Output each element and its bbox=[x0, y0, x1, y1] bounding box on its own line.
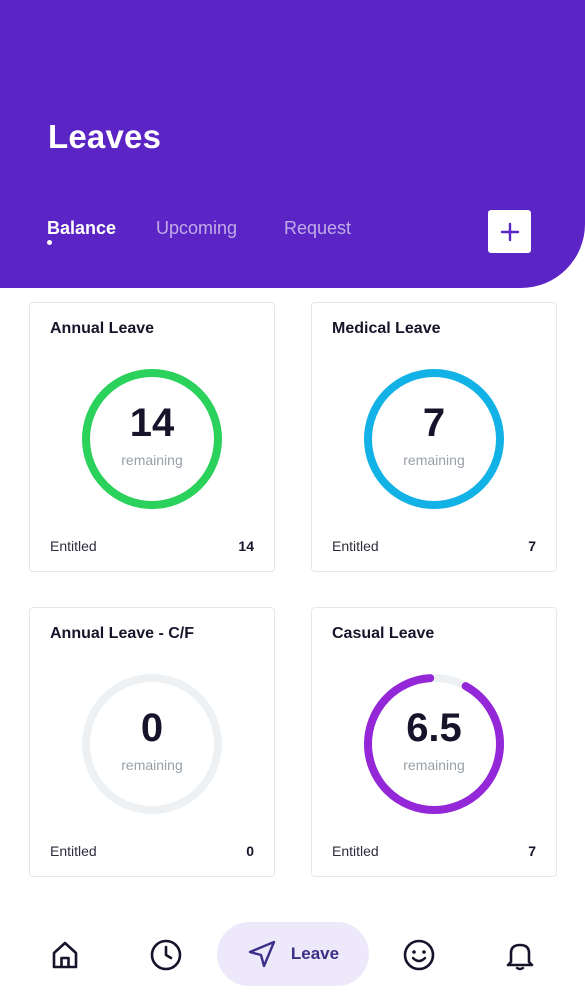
nav-leave-label: Leave bbox=[290, 944, 340, 963]
entitled-value: 14 bbox=[238, 538, 254, 554]
plus-icon bbox=[500, 222, 519, 241]
remaining-label: remaining bbox=[403, 452, 465, 468]
remaining-label: remaining bbox=[121, 452, 183, 468]
send-icon bbox=[248, 940, 276, 968]
leave-card-annual[interactable]: Annual Leave 14 remaining Entitled 14 bbox=[29, 302, 275, 572]
nav-leave[interactable]: Leave bbox=[217, 922, 369, 986]
nav-home[interactable] bbox=[45, 935, 85, 975]
card-title: Medical Leave bbox=[332, 320, 441, 337]
leave-card-annual-cf[interactable]: Annual Leave - C/F 0 remaining Entitled … bbox=[29, 607, 275, 877]
leave-card-casual[interactable]: Casual Leave 6.5 remaining Entitled 7 bbox=[311, 607, 557, 877]
entitled-value: 7 bbox=[528, 538, 536, 554]
tab-upcoming[interactable]: Upcoming bbox=[156, 218, 238, 238]
nav-mood[interactable] bbox=[399, 935, 439, 975]
card-title: Annual Leave - C/F bbox=[50, 625, 195, 642]
remaining-value: 0 bbox=[140, 706, 164, 750]
clock-icon bbox=[150, 939, 182, 971]
home-icon bbox=[52, 941, 78, 969]
page-title: Leaves bbox=[48, 118, 162, 155]
card-title: Annual Leave bbox=[50, 320, 155, 337]
active-tab-indicator bbox=[47, 240, 52, 245]
nav-notifications[interactable] bbox=[500, 935, 540, 975]
tab-balance[interactable]: Balance bbox=[47, 218, 117, 238]
remaining-value: 6.5 bbox=[406, 706, 462, 750]
add-leave-button[interactable] bbox=[488, 210, 531, 253]
tab-request[interactable]: Request bbox=[284, 218, 352, 238]
remaining-label: remaining bbox=[403, 757, 465, 773]
entitled-label: Entitled bbox=[332, 538, 379, 554]
header: Leaves Balance Upcoming Request bbox=[0, 0, 585, 288]
leave-card-medical[interactable]: Medical Leave 7 remaining Entitled 7 bbox=[311, 302, 557, 572]
entitled-label: Entitled bbox=[50, 538, 97, 554]
entitled-value: 7 bbox=[528, 843, 536, 859]
entitled-value: 0 bbox=[246, 843, 254, 859]
remaining-value: 7 bbox=[422, 401, 446, 445]
progress-ring bbox=[82, 369, 222, 509]
progress-ring bbox=[364, 674, 504, 814]
bell-icon bbox=[506, 943, 534, 971]
progress-ring bbox=[364, 369, 504, 509]
progress-ring bbox=[82, 674, 222, 814]
nav-history[interactable] bbox=[146, 935, 186, 975]
card-title: Casual Leave bbox=[332, 625, 435, 642]
remaining-value: 14 bbox=[129, 401, 175, 445]
entitled-label: Entitled bbox=[332, 843, 379, 859]
entitled-label: Entitled bbox=[50, 843, 97, 859]
smile-icon bbox=[403, 939, 435, 971]
remaining-label: remaining bbox=[121, 757, 183, 773]
